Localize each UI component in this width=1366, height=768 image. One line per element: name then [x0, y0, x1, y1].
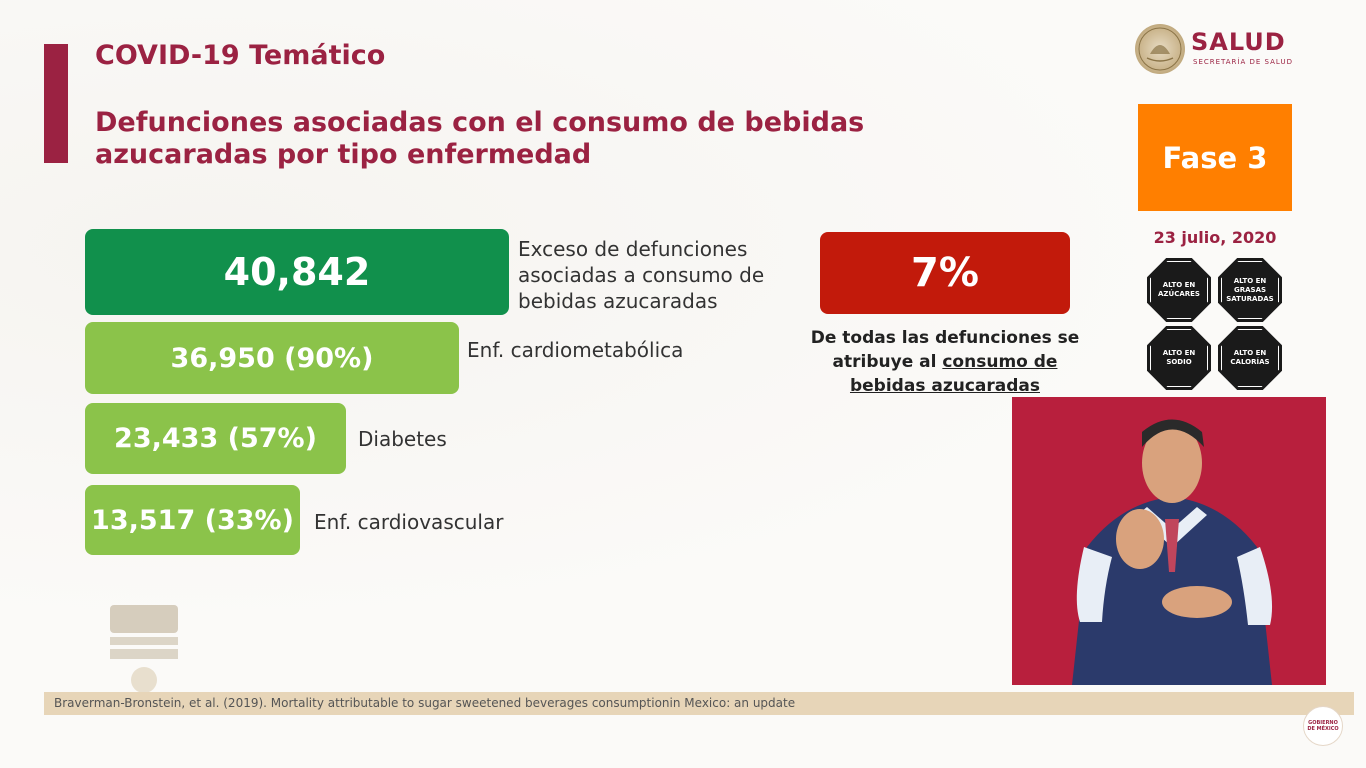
title-accent-bar [44, 44, 68, 163]
warning-seal-fat-icon: ALTO EN GRASAS SATURADAS [1218, 258, 1282, 322]
percentage-caption: De todas las defunciones se atribuye al … [795, 326, 1095, 398]
salud-subtitle: SECRETARÍA DE SALUD [1193, 58, 1293, 66]
seal-border [1221, 329, 1279, 387]
cardiometabolic-box: 36,950 (90%) [85, 322, 459, 394]
seal-border [1150, 329, 1208, 387]
source-citation: Braverman-Bronstein, et al. (2019). Mort… [54, 696, 796, 710]
topic-title: COVID-19 Temático [95, 40, 386, 71]
salud-logo: SALUD SECRETARÍA DE SALUD [1135, 24, 1305, 76]
total-deaths-label: Exceso de defunciones asociadas a consum… [518, 237, 765, 313]
cardiovascular-box: 13,517 (33%) [85, 485, 300, 555]
slide-title: Defunciones asociadas con el consumo de … [95, 107, 865, 170]
heritage-emblem-icon [104, 585, 184, 695]
warning-seal-label: ALTO EN CALORÍAS [1230, 349, 1270, 366]
warning-seal-sodium-icon: ALTO EN SODIO [1147, 326, 1211, 390]
cardiometabolic-label: Enf. cardiometabólica [467, 338, 684, 362]
seal-border [1221, 261, 1279, 319]
warning-seal-label: ALTO EN AZÚCARES [1158, 281, 1200, 298]
salud-wordmark: SALUD [1191, 28, 1286, 56]
percentage-box: 7% [820, 232, 1070, 314]
phase-badge: Fase 3 [1138, 104, 1292, 211]
total-deaths-box: 40,842 [85, 229, 509, 315]
sign-language-interpreter-video [1012, 397, 1326, 685]
seal-border [1150, 261, 1208, 319]
cardiovascular-label: Enf. cardiovascular [314, 510, 504, 534]
national-seal-icon [1135, 24, 1185, 74]
warning-seal-calories-icon: ALTO EN CALORÍAS [1218, 326, 1282, 390]
interpreter-figure [1072, 419, 1273, 685]
diabetes-label: Diabetes [358, 427, 447, 451]
warning-seal-label: ALTO EN GRASAS SATURADAS [1226, 276, 1274, 303]
source-footer: Braverman-Bronstein, et al. (2019). Mort… [44, 692, 1354, 715]
diabetes-box: 23,433 (57%) [85, 403, 346, 474]
warning-seal-sugar-icon: ALTO EN AZÚCARES [1147, 258, 1211, 322]
mexico-badge-icon: GOBIERNO DE MÉXICO [1303, 706, 1343, 746]
warning-seal-label: ALTO EN SODIO [1162, 349, 1196, 366]
percentage-caption-emphasis: consumo de bebidas azucaradas [849, 352, 1058, 396]
date-label: 23 julio, 2020 [1153, 228, 1277, 247]
percentage-caption-text: De todas las defunciones se atribuye al [810, 328, 1080, 372]
